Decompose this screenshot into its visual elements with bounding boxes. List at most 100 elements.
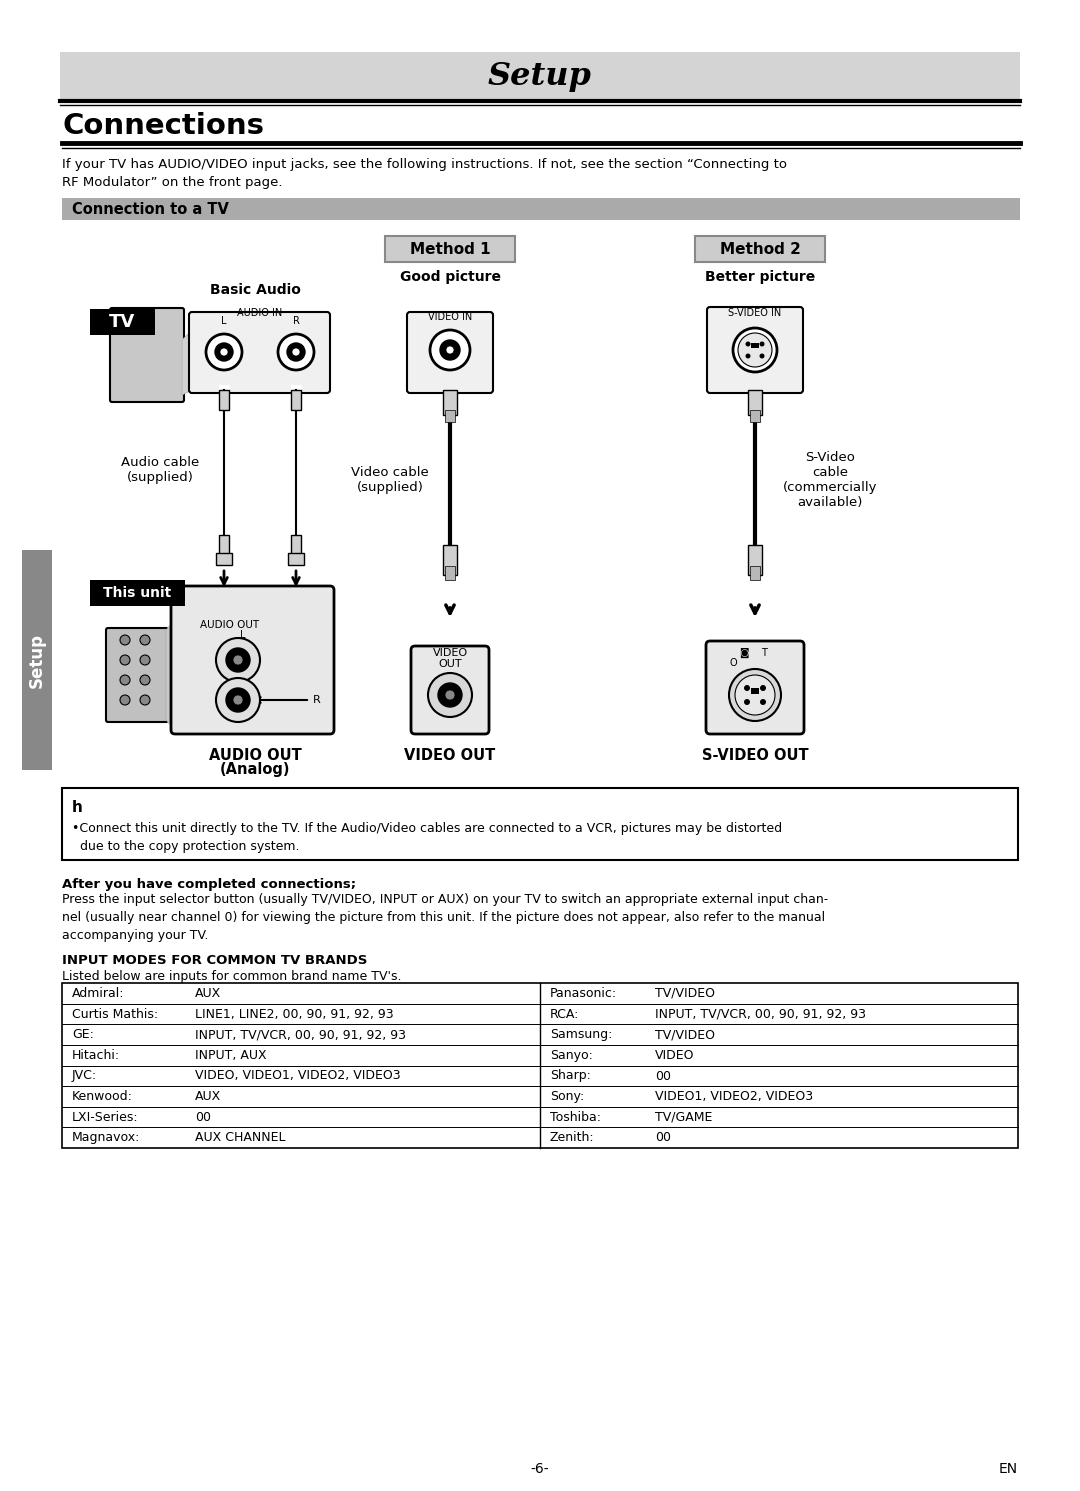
Circle shape (226, 649, 249, 672)
Text: S-VIDEO IN: S-VIDEO IN (728, 309, 782, 318)
Text: VIDEO: VIDEO (432, 649, 468, 658)
Circle shape (760, 699, 766, 705)
Text: Audio cable
(supplied): Audio cable (supplied) (121, 456, 199, 485)
Text: R: R (293, 316, 299, 327)
Text: S-Video
cable
(commercially
available): S-Video cable (commercially available) (783, 450, 877, 508)
Text: GE:: GE: (72, 1029, 94, 1041)
Text: ◙    T: ◙ T (740, 649, 768, 658)
Text: TV/VIDEO: TV/VIDEO (654, 1029, 715, 1041)
Circle shape (140, 695, 150, 705)
Text: 00: 00 (654, 1069, 671, 1082)
Polygon shape (183, 330, 192, 395)
Circle shape (287, 343, 305, 361)
Circle shape (733, 328, 777, 371)
Bar (443, 391, 457, 414)
Bar (291, 535, 301, 555)
Text: VIDEO1, VIDEO2, VIDEO3: VIDEO1, VIDEO2, VIDEO3 (654, 1090, 813, 1103)
Text: AUDIO OUT: AUDIO OUT (200, 620, 259, 631)
Text: Zenith:: Zenith: (550, 1132, 595, 1145)
FancyBboxPatch shape (62, 789, 1018, 860)
Bar (90, 309, 156, 335)
Text: Kenwood:: Kenwood: (72, 1090, 133, 1103)
Text: INPUT, TV/VCR, 00, 90, 91, 92, 93: INPUT, TV/VCR, 00, 90, 91, 92, 93 (195, 1029, 406, 1041)
Text: Panasonic:: Panasonic: (550, 987, 617, 1000)
Text: h: h (72, 801, 83, 816)
Text: Toshiba:: Toshiba: (550, 1111, 600, 1124)
Circle shape (744, 684, 750, 690)
Circle shape (226, 687, 249, 713)
Text: VIDEO, VIDEO1, VIDEO2, VIDEO3: VIDEO, VIDEO1, VIDEO2, VIDEO3 (195, 1069, 401, 1082)
Bar (219, 535, 229, 555)
Circle shape (220, 347, 228, 356)
Text: L: L (240, 631, 245, 640)
Bar (62, 983, 1018, 1148)
Circle shape (759, 341, 765, 346)
Circle shape (735, 675, 775, 716)
Bar (750, 410, 760, 422)
Text: After you have completed connections;: After you have completed connections; (62, 878, 356, 892)
Circle shape (120, 635, 130, 646)
Text: AUX CHANNEL: AUX CHANNEL (195, 1132, 285, 1145)
Circle shape (445, 690, 455, 699)
Bar (750, 567, 760, 580)
Circle shape (233, 695, 243, 705)
Circle shape (120, 695, 130, 705)
Text: RCA:: RCA: (550, 1008, 579, 1021)
Text: OUT: OUT (438, 659, 462, 669)
Text: TV/GAME: TV/GAME (654, 1111, 713, 1124)
Text: Sony:: Sony: (550, 1090, 584, 1103)
FancyBboxPatch shape (707, 307, 804, 394)
Text: Press the input selector button (usually TV/VIDEO, INPUT or AUX) on your TV to s: Press the input selector button (usually… (62, 893, 828, 942)
Circle shape (744, 699, 750, 705)
Text: -6-: -6- (530, 1463, 550, 1476)
Text: INPUT, TV/VCR, 00, 90, 91, 92, 93: INPUT, TV/VCR, 00, 90, 91, 92, 93 (654, 1008, 866, 1021)
Circle shape (120, 655, 130, 665)
Text: Listed below are inputs for common brand name TV's.: Listed below are inputs for common brand… (62, 971, 402, 983)
Bar (291, 391, 301, 410)
Text: This unit: This unit (103, 586, 171, 599)
Text: AUX: AUX (195, 987, 221, 1000)
Bar (219, 391, 229, 410)
Bar (751, 343, 759, 347)
Text: AUX: AUX (195, 1090, 221, 1103)
FancyBboxPatch shape (706, 641, 804, 734)
Circle shape (738, 332, 772, 367)
Bar (443, 546, 457, 576)
FancyBboxPatch shape (696, 236, 825, 262)
Bar (22, 550, 52, 769)
Text: Setup: Setup (488, 61, 592, 91)
Bar (216, 553, 232, 565)
Circle shape (428, 672, 472, 717)
FancyBboxPatch shape (411, 646, 489, 734)
Text: 00: 00 (195, 1111, 211, 1124)
Text: Basic Audio: Basic Audio (210, 283, 300, 297)
Text: Connection to a TV: Connection to a TV (72, 201, 229, 216)
Circle shape (759, 353, 765, 358)
Circle shape (430, 330, 470, 370)
Circle shape (140, 675, 150, 684)
Text: R: R (313, 695, 321, 705)
Text: O: O (730, 658, 738, 668)
Circle shape (745, 341, 751, 346)
Circle shape (292, 347, 300, 356)
Text: Method 2: Method 2 (719, 242, 800, 256)
Text: AUDIO IN: AUDIO IN (238, 309, 283, 318)
Text: 00: 00 (654, 1132, 671, 1145)
Text: Setup: Setup (28, 632, 46, 687)
Text: Sanyo:: Sanyo: (550, 1048, 593, 1062)
Bar (90, 580, 185, 605)
Text: VIDEO: VIDEO (654, 1048, 694, 1062)
Bar (60, 52, 1020, 100)
Text: Magnavox:: Magnavox: (72, 1132, 140, 1145)
FancyBboxPatch shape (171, 586, 334, 734)
Circle shape (216, 678, 260, 722)
Circle shape (438, 683, 462, 707)
Circle shape (216, 638, 260, 681)
Circle shape (440, 340, 460, 359)
Text: Samsung:: Samsung: (550, 1029, 612, 1041)
FancyBboxPatch shape (407, 312, 492, 394)
Bar (751, 687, 759, 693)
Text: VIDEO IN: VIDEO IN (428, 312, 472, 322)
Text: Curtis Mathis:: Curtis Mathis: (72, 1008, 158, 1021)
Text: LXI-Series:: LXI-Series: (72, 1111, 138, 1124)
